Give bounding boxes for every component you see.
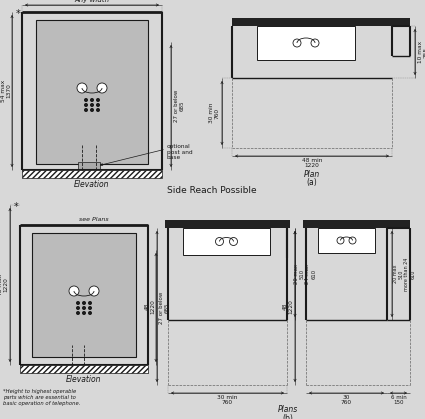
Circle shape [76,312,79,314]
Text: 48 min
1220: 48 min 1220 [302,158,322,168]
Circle shape [91,99,94,101]
Text: see Plans: see Plans [79,217,109,222]
Circle shape [89,312,91,314]
Text: 30 min
760: 30 min 760 [217,395,238,406]
Text: 20 max
510
24 max
610: 20 max 510 24 max 610 [294,264,316,284]
Text: Plan: Plan [304,170,320,178]
Bar [78,162,100,170]
Text: optional
post and
base: optional post and base [167,144,193,160]
Bar [318,228,375,253]
Text: *: * [16,9,20,19]
Circle shape [89,307,91,309]
Text: 30 min
760: 30 min 760 [209,103,219,123]
Bar [257,26,355,60]
Circle shape [89,302,91,304]
Text: 20 max
510
more than 24
610: 20 max 510 more than 24 610 [393,257,415,291]
Circle shape [97,109,99,111]
Text: Any width: Any width [74,0,110,3]
Circle shape [215,238,224,246]
Text: (a): (a) [306,178,317,186]
Text: Elevation: Elevation [74,179,110,189]
Circle shape [293,39,301,47]
Circle shape [76,302,79,304]
Circle shape [83,312,85,314]
Circle shape [83,307,85,309]
Bar [232,18,410,26]
Text: 48 max
1220: 48 max 1220 [0,274,8,296]
Circle shape [91,103,94,106]
Text: (b): (b) [282,414,293,419]
Text: 54 max
1370: 54 max 1370 [0,80,11,102]
Circle shape [77,83,87,93]
Bar [165,220,290,228]
Bar [36,20,148,164]
Text: Side Reach Possible: Side Reach Possible [167,186,257,194]
Text: *: * [14,202,18,212]
Text: 48
1220: 48 1220 [283,299,293,314]
Circle shape [97,83,107,93]
Circle shape [85,99,87,101]
Circle shape [85,109,87,111]
Text: Plans: Plans [278,404,298,414]
Circle shape [91,109,94,111]
Circle shape [83,302,85,304]
Bar [303,220,410,228]
Circle shape [69,286,79,296]
Text: 27 or below
685: 27 or below 685 [159,291,170,324]
Text: *Height to highest operable
parts which are essential to
basic operation of tele: *Height to highest operable parts which … [3,389,80,406]
Text: 10 max
255: 10 max 255 [418,41,425,63]
Bar [20,365,148,373]
Text: 30
760: 30 760 [341,395,352,406]
Circle shape [337,237,344,244]
Text: 48
1220: 48 1220 [144,299,156,314]
Text: Elevation: Elevation [66,375,102,383]
Text: 27 or below
685: 27 or below 685 [173,90,184,122]
Circle shape [230,238,238,246]
Bar [22,170,162,178]
Text: 6 min
150: 6 min 150 [391,395,406,406]
Circle shape [89,286,99,296]
Circle shape [97,103,99,106]
Circle shape [97,99,99,101]
Circle shape [85,103,87,106]
Bar [183,228,270,255]
Bar [32,233,136,357]
Circle shape [349,237,356,244]
Circle shape [311,39,319,47]
Circle shape [76,307,79,309]
